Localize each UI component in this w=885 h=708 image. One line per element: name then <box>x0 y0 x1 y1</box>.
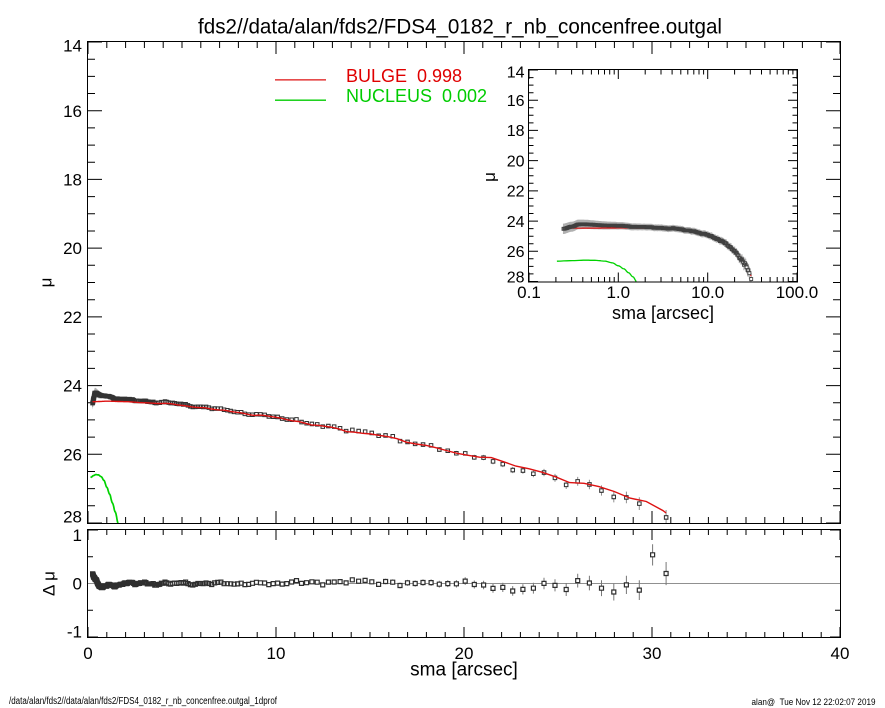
svg-text:NUCLEUS 0.002: NUCLEUS 0.002 <box>346 86 487 106</box>
svg-text:16: 16 <box>507 93 525 110</box>
svg-text:22: 22 <box>63 308 82 327</box>
svg-text:14: 14 <box>63 37 82 56</box>
svg-text:1.0: 1.0 <box>606 283 630 302</box>
svg-text:18: 18 <box>63 171 82 190</box>
svg-text:26: 26 <box>507 244 525 261</box>
svg-text:24: 24 <box>63 377 82 396</box>
svg-text:30: 30 <box>643 644 662 663</box>
svg-text:28: 28 <box>507 269 525 286</box>
svg-text:BULGE 0.998: BULGE 0.998 <box>346 66 462 86</box>
svg-text:20: 20 <box>507 153 525 170</box>
svg-text:0.1: 0.1 <box>517 283 541 302</box>
svg-text:14: 14 <box>507 64 525 81</box>
svg-text:18: 18 <box>507 123 525 140</box>
svg-text:22: 22 <box>507 184 525 201</box>
svg-text:/data/alan/fds2//data/alan/fds: /data/alan/fds2//data/alan/fds2/FDS4_018… <box>9 696 277 707</box>
svg-text:alan@ Tue Nov 12 22:02:07 201: alan@ Tue Nov 12 22:02:07 2019 <box>752 697 876 708</box>
svg-text:0: 0 <box>83 644 92 663</box>
svg-text:0: 0 <box>73 575 82 594</box>
svg-text:40: 40 <box>831 644 850 663</box>
svg-text:26: 26 <box>63 445 82 464</box>
svg-text:24: 24 <box>507 214 525 231</box>
svg-text:μ: μ <box>37 278 56 288</box>
svg-text:-1: -1 <box>67 623 82 642</box>
svg-text:μ: μ <box>480 172 499 182</box>
svg-text:fds2//data/alan/fds2/FDS4_0182: fds2//data/alan/fds2/FDS4_0182_r_nb_conc… <box>198 16 722 39</box>
svg-text:28: 28 <box>63 508 82 527</box>
svg-text:16: 16 <box>63 102 82 121</box>
svg-text:10: 10 <box>267 644 286 663</box>
svg-text:100.0: 100.0 <box>776 283 819 302</box>
svg-text:20: 20 <box>455 644 474 663</box>
svg-text:sma [arcsec]: sma [arcsec] <box>410 660 518 681</box>
svg-text:sma [arcsec]: sma [arcsec] <box>612 303 714 323</box>
svg-text:20: 20 <box>63 239 82 258</box>
svg-text:10.0: 10.0 <box>691 283 724 302</box>
svg-text:1: 1 <box>73 526 82 545</box>
svg-text:Δ μ: Δ μ <box>40 571 59 596</box>
